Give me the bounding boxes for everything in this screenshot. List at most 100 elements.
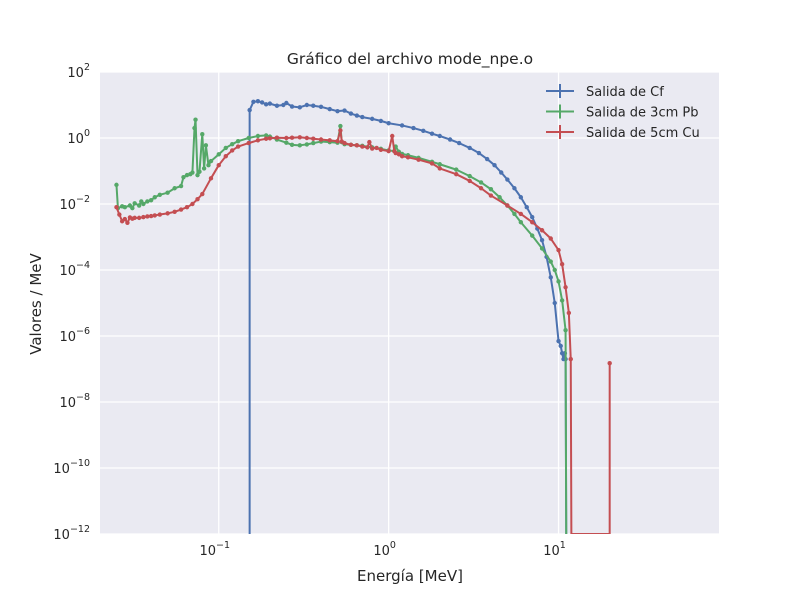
data-point [246,140,251,146]
data-point [556,279,561,284]
data-point [145,214,150,219]
data-point [235,144,241,149]
data-point [437,166,442,171]
legend-label: Salida de Cf [586,85,664,100]
data-point [230,148,235,153]
data-point [145,199,150,204]
data-point [568,356,573,362]
data-point [157,212,163,217]
legend-item: Salida de Cf [546,84,664,100]
data-point [335,139,340,144]
data-point [181,174,186,180]
data-point [335,108,340,114]
data-point [148,198,154,203]
data-point [178,183,184,189]
data-point [274,135,280,140]
data-point [172,186,177,191]
data-point [255,99,261,104]
y-tick-label: 10−10 [53,458,90,477]
data-point [386,148,391,154]
data-point [399,154,405,159]
data-point [367,139,372,145]
data-point [348,142,354,148]
data-point [374,145,379,151]
data-point [318,104,324,110]
legend-item: Salida de 5cm Cu [546,125,700,141]
data-point [492,162,497,168]
data-point [467,145,472,151]
legend: Salida de Cf Salida de 3cm Pb Salida de 5c… [546,84,700,141]
y-tick-label: 10−2 [59,194,90,213]
data-point [130,205,135,211]
data-point [122,216,128,222]
data-point [114,205,119,210]
data-point [539,246,545,251]
data-point [192,125,197,131]
y-tick-label: 102 [67,62,90,81]
data-point [478,180,484,185]
data-point [518,195,524,200]
data-point [255,133,261,139]
x-tick-label: 101 [543,540,566,559]
data-point [456,140,462,146]
data-point [136,203,142,208]
data-point [197,169,202,174]
data-point [297,135,303,140]
data-point [378,147,384,152]
y-tick-label: 10−12 [53,524,90,543]
data-point [208,158,214,164]
data-point [165,211,170,216]
data-point [125,220,130,225]
data-point [157,192,163,197]
data-point [318,137,324,142]
data-point [327,106,332,112]
data-point [216,152,221,157]
data-point [246,135,251,141]
data-point [559,298,565,303]
y-tick-label: 100 [67,128,90,147]
data-point [255,138,261,143]
data-point [122,205,128,210]
legend-label: Salida de 3cm Pb [586,106,698,121]
data-point [360,144,365,149]
data-point [267,101,273,106]
chart-title: Gráfico del archivo mode_npe.o [287,50,533,69]
data-point [311,136,316,141]
data-point [172,209,177,215]
series-layer [114,99,612,534]
data-point [476,150,482,156]
data-point [369,146,375,151]
data-point [263,133,269,138]
data-point [518,220,524,225]
data-point [274,103,280,108]
data-point [518,211,524,217]
data-point [454,167,459,172]
data-point [429,161,435,166]
data-point [559,261,565,267]
data-point [193,117,198,122]
data-point [429,131,435,136]
data-point [284,100,289,106]
data-point [556,247,561,253]
data-point [203,143,209,148]
data-point [563,285,568,290]
data-point [327,138,332,143]
data-point [304,135,310,141]
data-point [148,213,154,219]
legend-label: Salida de 5cm Cu [586,126,700,141]
x-tick-label: 100 [373,540,396,559]
data-point [484,156,490,162]
data-point [563,327,568,333]
data-point [251,99,256,105]
data-point [512,186,517,191]
series-3 [114,128,612,534]
data-point [566,310,572,316]
data-point [200,191,205,197]
data-point [132,215,137,221]
data-point [289,135,295,140]
y-tick-label: 10−6 [59,326,90,345]
data-point [505,203,510,208]
data-point [117,212,122,217]
data-point [405,155,411,160]
data-point [223,154,228,159]
